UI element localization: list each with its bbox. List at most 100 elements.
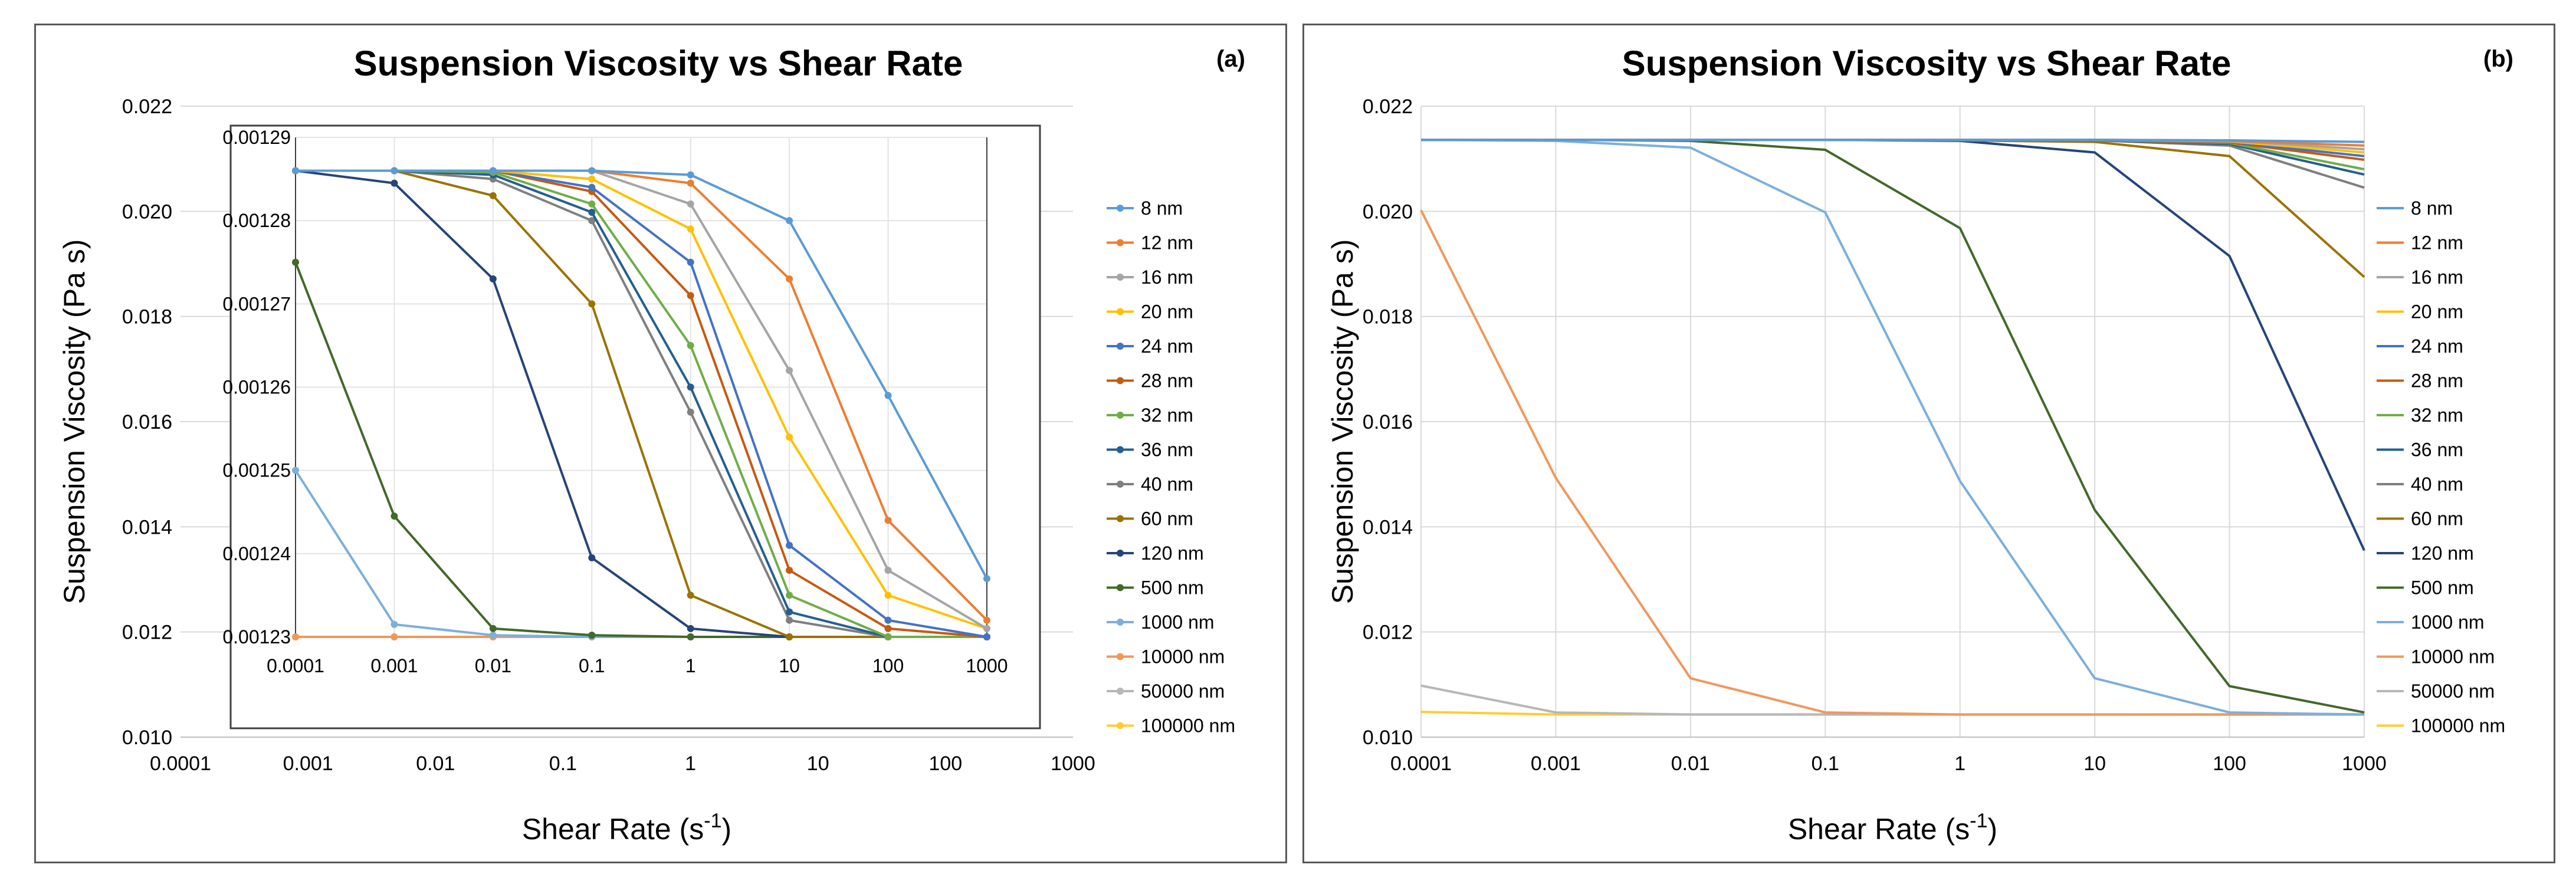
chart-b-xtick-label: 0.01	[1671, 752, 1710, 775]
legend-label: 20 nm	[1141, 301, 1193, 323]
inset-series-point	[786, 608, 793, 616]
inset-xtick-label: 1000	[966, 655, 1008, 676]
legend-label: 500 nm	[1141, 577, 1204, 599]
inset-xtick-label: 100	[872, 655, 904, 676]
legend-marker	[1117, 653, 1124, 660]
chart-b-legend-item: 500 nm	[2377, 577, 2474, 599]
chart-b-legend-item: 16 nm	[2377, 267, 2463, 288]
chart-b-legend-item: 24 nm	[2377, 336, 2463, 357]
chart-a-ytick-label: 0.022	[122, 96, 172, 118]
chart-b-legend-item: 10000 nm	[2377, 646, 2495, 668]
legend-marker	[1117, 343, 1124, 350]
inset-series-point	[786, 217, 793, 225]
chart-b-xtick-label: 10	[2083, 752, 2106, 775]
inset-ytick-label: 0.00123	[222, 626, 291, 648]
chart-a-legend-item: 8 nm	[1107, 198, 1183, 219]
chart-b-xtick-label: 1	[1954, 752, 1965, 775]
inset-series-point	[687, 292, 694, 300]
inset-series-point	[687, 171, 694, 179]
chart-a-ytick-label: 0.018	[122, 306, 172, 328]
chart-a-legend-item: 28 nm	[1107, 370, 1193, 392]
legend-label: 16 nm	[2411, 267, 2463, 288]
legend-label: 100000 nm	[2411, 715, 2505, 737]
chart-b-xtick-label: 0.1	[1812, 752, 1839, 775]
legend-marker	[1117, 722, 1124, 729]
inset-series-point	[687, 591, 694, 599]
inset-series-point	[489, 167, 497, 175]
inset-series-point	[786, 541, 793, 549]
chart-b-ytick-label: 0.012	[1363, 622, 1413, 644]
chart-a-xtick-label: 0.001	[283, 752, 333, 775]
inset-series-point	[884, 517, 892, 524]
legend-marker	[1117, 550, 1124, 557]
legend-label: 500 nm	[2411, 577, 2474, 599]
chart-b-series-line	[1420, 209, 2364, 716]
legend-label: 8 nm	[1141, 198, 1183, 219]
chart-b-xtick-label: 1000	[2342, 752, 2387, 775]
legend-label: 10000 nm	[1141, 646, 1225, 668]
inset-ytick-label: 0.00125	[222, 460, 291, 481]
chart-a-legend-item: 120 nm	[1107, 543, 1204, 564]
legend-label: 32 nm	[2411, 405, 2463, 426]
inset-series-point	[687, 341, 694, 349]
inset-series-point	[786, 367, 793, 374]
inset-series-point	[588, 200, 596, 208]
inset-series-point	[292, 633, 299, 640]
inset-series-point	[390, 620, 398, 628]
legend-label: 20 nm	[2411, 301, 2463, 323]
legend-marker	[1117, 205, 1124, 212]
chart-a-title: Suspension Viscosity vs Shear Rate	[354, 44, 963, 83]
chart-b-ytick-label: 0.014	[1363, 516, 1413, 538]
inset-xtick-label: 0.0001	[267, 655, 324, 676]
chart-b-series-line	[1421, 139, 2365, 189]
legend-label: 60 nm	[2411, 508, 2463, 530]
inset-series-point	[687, 200, 694, 208]
legend-marker	[1117, 446, 1124, 453]
chart-b-legend-item: 12 nm	[2377, 232, 2463, 254]
chart-a-legend-item: 40 nm	[1107, 474, 1193, 495]
chart-a-legend-item: 500 nm	[1107, 577, 1204, 599]
legend-label: 40 nm	[1141, 474, 1193, 495]
legend-label: 50000 nm	[1141, 681, 1225, 702]
chart-b-legend-item: 40 nm	[2377, 474, 2463, 495]
legend-label: 1000 nm	[2411, 612, 2485, 633]
chart-a-legend-item: 12 nm	[1107, 232, 1193, 254]
chart-a-ytick-label: 0.014	[122, 516, 172, 538]
inset-series-point	[687, 179, 694, 187]
inset-ytick-label: 0.00128	[222, 210, 291, 231]
chart-a-ytick-label: 0.012	[122, 622, 172, 644]
inset-series-point	[983, 625, 990, 632]
chart-a-legend-item: 60 nm	[1107, 508, 1193, 530]
inset-series-point	[489, 192, 497, 199]
legend-label: 32 nm	[1141, 405, 1193, 426]
legend-marker	[1117, 308, 1124, 315]
inset-series-point	[390, 633, 398, 640]
inset-ytick-label: 0.00129	[222, 127, 291, 148]
inset-series-point	[786, 616, 793, 624]
chart-a-legend-item: 10000 nm	[1107, 646, 1225, 668]
inset-series-point	[588, 167, 596, 175]
inset-series-line	[296, 169, 987, 638]
legend-label: 60 nm	[1141, 508, 1193, 530]
inset-series-point	[884, 633, 892, 640]
chart-b-xlabel: Shear Rate (s-1)	[1788, 810, 1997, 846]
inset-series-point	[588, 300, 596, 308]
chart-a-svg: Suspension Viscosity vs Shear Rate (a) Sus…	[58, 44, 1245, 846]
inset-series-point	[884, 591, 892, 599]
legend-label: 120 nm	[2411, 543, 2474, 564]
chart-b-legend-item: 120 nm	[2377, 543, 2474, 564]
inset-xtick-label: 0.1	[579, 655, 605, 676]
chart-b-series-line	[1421, 139, 2365, 714]
inset-series-point	[588, 554, 596, 561]
legend-marker	[1117, 274, 1124, 281]
chart-a-xtick-label: 1	[685, 752, 696, 775]
chart-a-xtick-label: 10	[807, 752, 829, 775]
inset-series-point	[687, 408, 694, 416]
chart-a-xtick-label: 100	[928, 752, 962, 775]
legend-label: 12 nm	[2411, 232, 2463, 254]
chart-b-ytick-label: 0.022	[1363, 96, 1413, 118]
inset-series-point	[292, 466, 299, 474]
legend-label: 36 nm	[1141, 439, 1193, 461]
chart-a-legend-item: 100000 nm	[1107, 715, 1235, 737]
legend-label: 28 nm	[1141, 370, 1193, 392]
